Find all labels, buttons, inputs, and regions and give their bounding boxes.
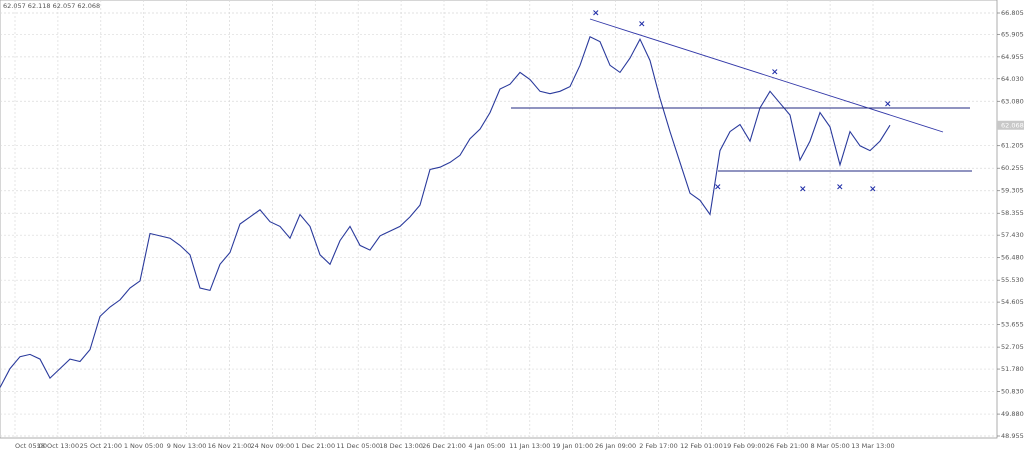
x-tick-label: 18 Dec 13:00: [379, 442, 423, 450]
plot: [0, 36, 891, 388]
current-price-box: [997, 120, 1024, 130]
x-tick-label: 4 Jan 05:00: [468, 442, 505, 450]
y-tick-label: 64.955: [1001, 53, 1024, 61]
ohlc-caption: 62.057 62.118 62.057 62.068: [3, 2, 100, 10]
current-price-label: 62.068: [1001, 121, 1024, 129]
y-tick-label: 53.655: [1001, 321, 1024, 329]
y-tick-label: 52.705: [1001, 343, 1024, 351]
x-tick-label: 26 Jan 09:00: [595, 442, 636, 450]
x-tick-label: 18 Oct 13:00: [37, 442, 79, 450]
y-tick-label: 64.030: [1001, 75, 1024, 83]
y-tick-label: 49.880: [1001, 410, 1024, 418]
y-tick-label: 60.255: [1001, 164, 1024, 172]
x-tick-label: 19 Jan 01:00: [552, 442, 593, 450]
x-tick-label: 1 Nov 05:00: [124, 442, 164, 450]
marker: ×: [884, 100, 892, 110]
x-tick-label: 12 Feb 01:00: [680, 442, 723, 450]
grid: [0, 0, 997, 438]
y-tick-label: 61.205: [1001, 142, 1024, 150]
marker: ×: [869, 185, 877, 195]
y-tick-label: 58.355: [1001, 209, 1024, 217]
y-tick-label: 66.805: [1001, 9, 1024, 17]
marker: ×: [592, 9, 600, 19]
x-tick-label: 13 Mar 13:00: [851, 442, 894, 450]
x-tick-label: 26 Dec 21:00: [422, 442, 466, 450]
price-line: [0, 36, 891, 388]
y-tick-label: 63.080: [1001, 97, 1024, 105]
x-tick-label: 24 Nov 09:00: [250, 442, 294, 450]
marker: ×: [771, 68, 779, 78]
x-tick-label: 2 Feb 17:00: [639, 442, 678, 450]
x-tick-label: 19 Feb 09:00: [723, 442, 766, 450]
x-tick-label: 25 Oct 21:00: [80, 442, 122, 450]
trend-line: [589, 18, 944, 133]
y-tick-label: 51.780: [1001, 365, 1024, 373]
y-tick-label: 56.480: [1001, 254, 1024, 262]
marker: ×: [714, 183, 722, 193]
x-tick-label: 26 Feb 21:00: [766, 442, 809, 450]
y-tick-label: 59.305: [1001, 187, 1024, 195]
swing-markers: × × × × × × × ×: [592, 9, 892, 195]
x-tick-label: 11 Jan 13:00: [509, 442, 550, 450]
y-tick-label: 48.955: [1001, 432, 1024, 440]
drawings: × × × × × × × ×: [511, 9, 972, 195]
marker: ×: [638, 20, 646, 30]
y-tick-label: 65.905: [1001, 30, 1024, 38]
plot-frame: [0, 0, 998, 439]
axes: 66.805 65.905 64.955 64.030 63.080 61.205 60.2…: [15, 9, 1024, 450]
x-tick-label: 1 Dec 21:00: [296, 442, 336, 450]
y-tick-label: 55.530: [1001, 276, 1024, 284]
x-tick-label: 11 Dec 05:00: [336, 442, 380, 450]
x-tick-label: Oct 05:00: [15, 442, 47, 450]
marker: ×: [799, 185, 807, 195]
y-tick-label: 50.830: [1001, 388, 1024, 396]
x-tick-label: 8 Mar 05:00: [810, 442, 849, 450]
y-tick-label: 54.605: [1001, 298, 1024, 306]
x-tick-label: 16 Nov 21:00: [208, 442, 252, 450]
marker: ×: [836, 183, 844, 193]
x-tick-label: 9 Nov 13:00: [167, 442, 207, 450]
y-tick-label: 57.430: [1001, 231, 1024, 239]
